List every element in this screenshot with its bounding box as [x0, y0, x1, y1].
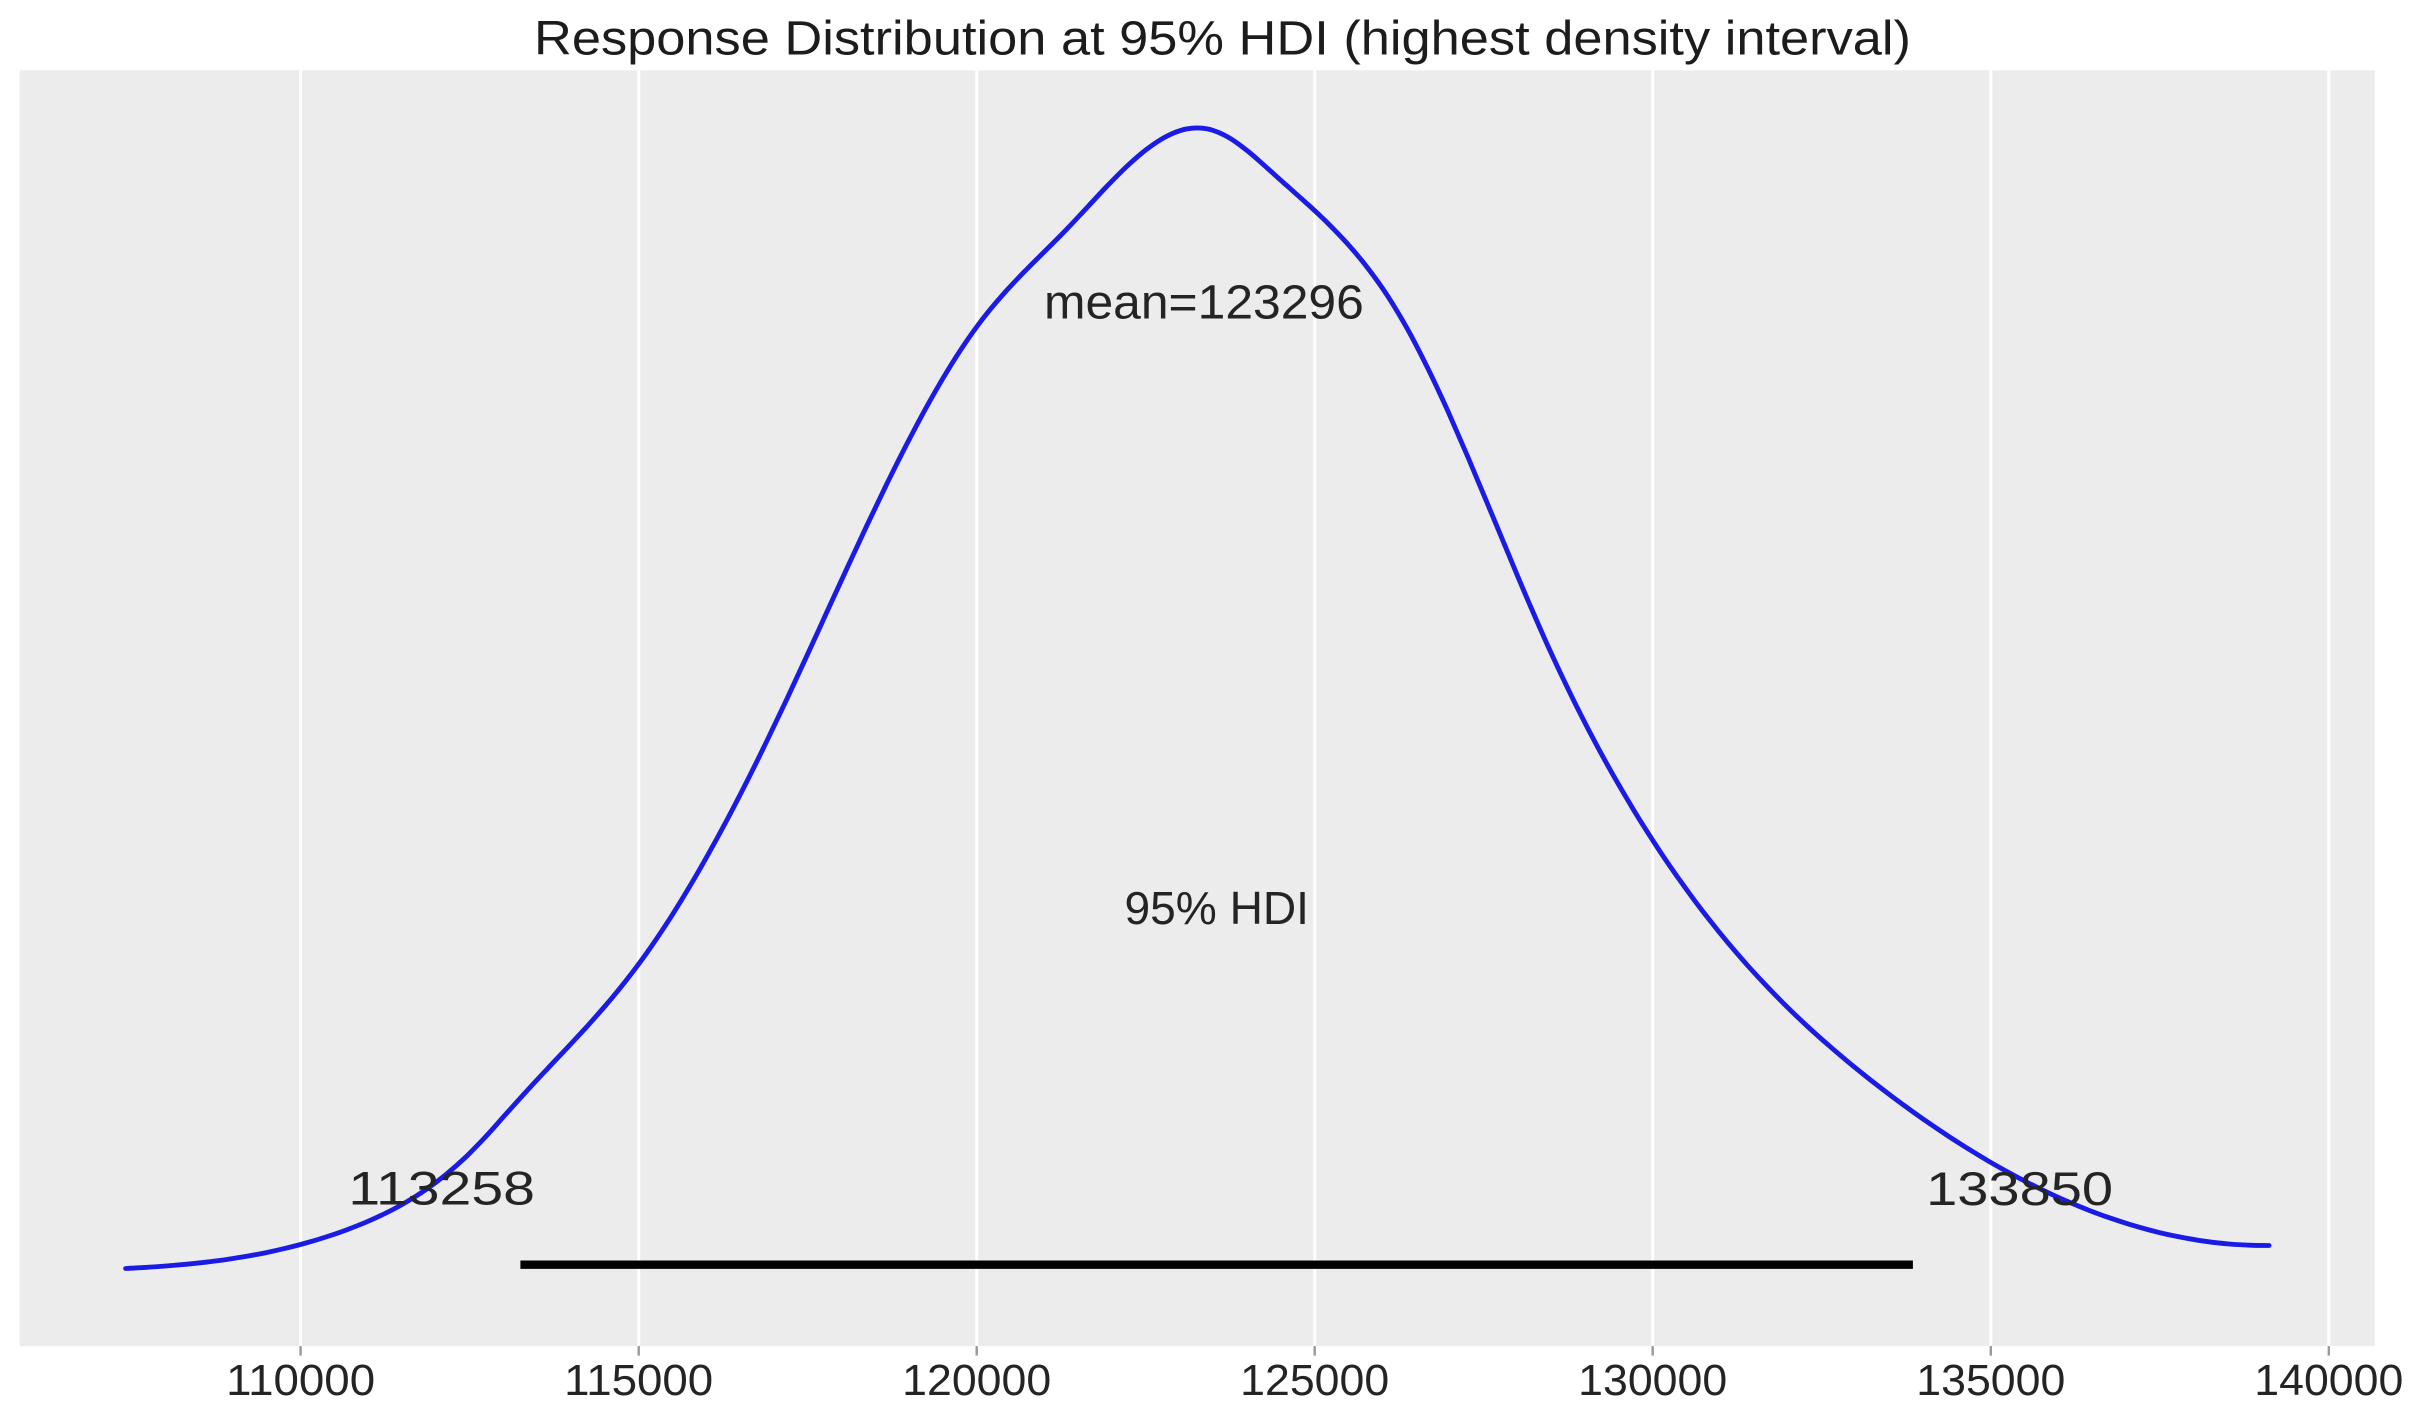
svg-text:113258: 113258	[348, 1162, 535, 1215]
svg-text:mean=123296: mean=123296	[1044, 276, 1364, 330]
svg-text:140000: 140000	[2254, 1356, 2403, 1405]
svg-text:133850: 133850	[1926, 1162, 2113, 1215]
svg-text:135000: 135000	[1916, 1356, 2065, 1405]
svg-text:120000: 120000	[902, 1356, 1051, 1405]
svg-text:110000: 110000	[226, 1356, 375, 1405]
svg-text:130000: 130000	[1578, 1356, 1727, 1405]
svg-text:Response Distribution at 95% H: Response Distribution at 95% HDI (highes…	[534, 12, 1911, 65]
svg-text:95% HDI: 95% HDI	[1125, 882, 1310, 934]
svg-text:125000: 125000	[1240, 1356, 1389, 1405]
svg-text:115000: 115000	[564, 1356, 713, 1405]
